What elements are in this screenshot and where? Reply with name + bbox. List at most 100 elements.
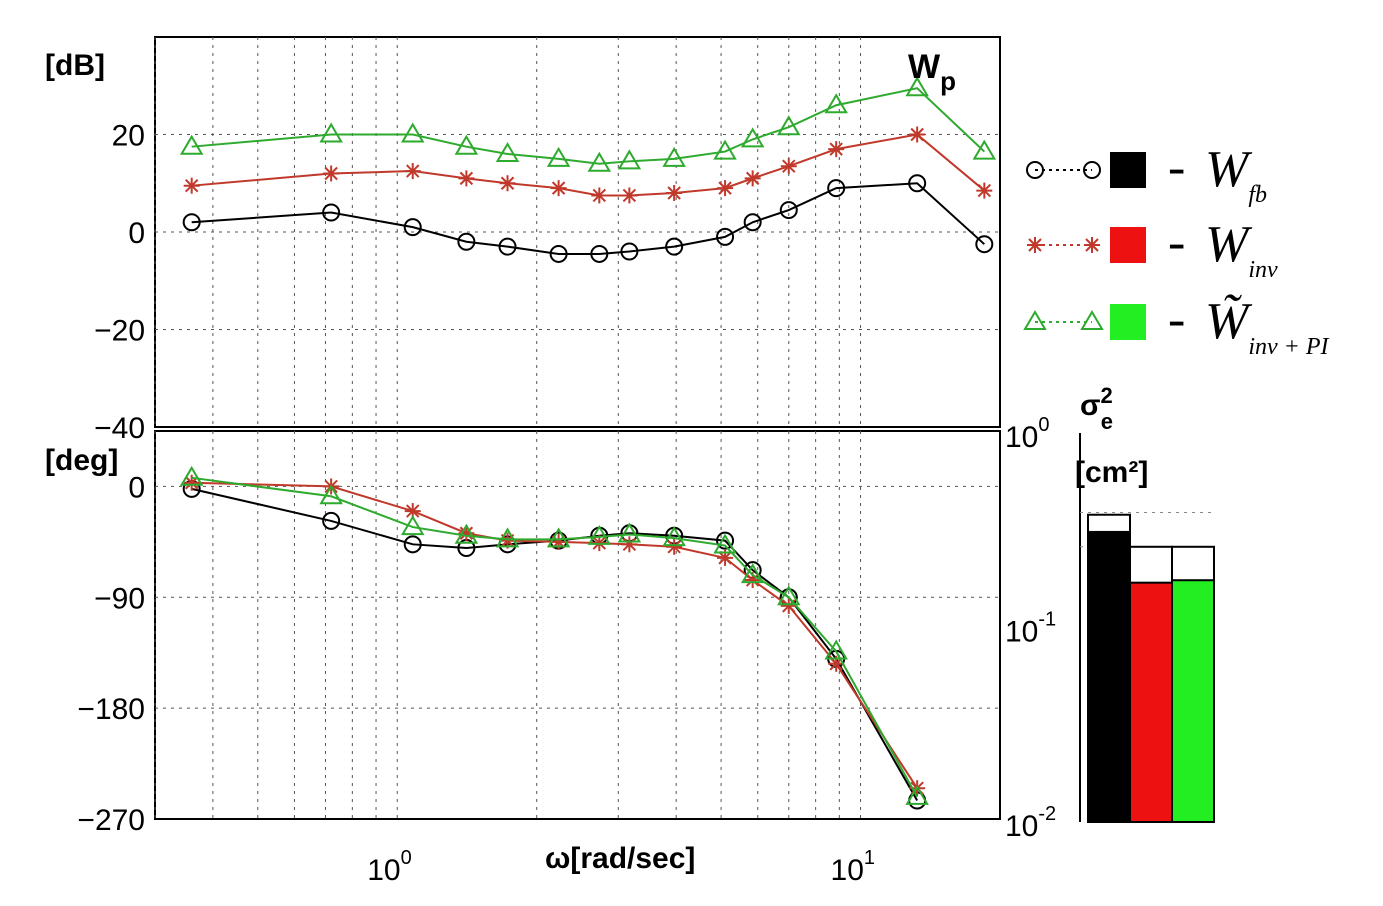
legend-swatch: [1110, 152, 1146, 188]
legend-label: Wfb: [1205, 141, 1267, 208]
y-tick-label: −90: [94, 582, 145, 615]
y-tick-label: 0: [128, 471, 145, 504]
series-line-W_fb: [191, 182, 985, 255]
phase-grid: [154, 431, 1000, 819]
data-point-W_inv: [780, 158, 797, 175]
star-stroke: [184, 178, 199, 193]
magnitude-y-ticks: −40 −20 0 20: [94, 120, 145, 446]
legend-marker-right: [1083, 161, 1101, 179]
magnitude-y-label: [dB]: [45, 49, 105, 82]
frequency-x-label: ω[rad/sec]: [545, 842, 695, 875]
series-line-W_inv+PI: [191, 476, 919, 798]
data-point-W_inv+PI: [587, 524, 612, 545]
variance-bars: [1087, 513, 1215, 824]
variance-title: σ2 e: [1080, 383, 1113, 434]
star-stroke: [592, 188, 607, 203]
data-point-W_inv+PI: [662, 526, 686, 547]
variance-bar-W_fb: [1087, 530, 1131, 824]
data-point-W_inv: [666, 538, 683, 555]
legend-label-sub: inv: [1248, 257, 1278, 283]
magnitude-series: [179, 76, 997, 263]
legend-marker-right: [1080, 310, 1104, 330]
star-stroke: [406, 504, 420, 518]
variance-y-tick-base: 10: [1005, 810, 1038, 843]
star-stroke: [718, 551, 732, 565]
data-point-W_inv+PI: [546, 527, 571, 548]
phase-plot-frame: [154, 430, 1001, 820]
data-point-W_inv+PI: [824, 93, 848, 114]
variance-y-tick-exponent: -1: [1038, 609, 1056, 631]
variance-y-tick-label: 100: [1005, 414, 1050, 454]
legend-label: W̃inv + PI: [1205, 293, 1330, 360]
legend-marker-right: [1084, 237, 1100, 253]
star-stroke: [622, 537, 637, 552]
data-point-W_inv: [591, 187, 608, 204]
star-stroke: [1085, 238, 1099, 252]
data-point-W_inv: [550, 533, 567, 550]
star-stroke: [910, 127, 924, 142]
star-stroke: [667, 540, 681, 554]
series-line-W_inv: [191, 481, 918, 789]
legend-label-sub: fb: [1248, 182, 1267, 208]
phase-panel: −270−180−900 100 101 [deg] ω[rad/sec]: [45, 430, 1001, 887]
data-point-W_inv+PI: [400, 515, 425, 536]
data-point-W_inv: [621, 187, 638, 204]
data-point-W_inv+PI: [179, 465, 204, 486]
data-point-W_inv: [909, 126, 926, 143]
data-point-W_inv: [744, 572, 761, 589]
star-stroke: [1028, 238, 1042, 252]
data-point-W_inv+PI: [617, 522, 642, 543]
x-tick-base: 10: [367, 854, 400, 887]
legend-item-inv: - Winv: [1027, 214, 1278, 283]
legend-label-main: W̃: [1205, 293, 1253, 350]
data-point-W_inv: [323, 165, 340, 182]
data-point-W_inv: [717, 180, 734, 197]
data-point-W_inv+PI: [662, 146, 686, 167]
data-point-W_inv: [183, 177, 200, 194]
data-point-W_inv+PI: [495, 527, 520, 548]
series-line-W_inv+PI: [191, 87, 986, 165]
variance-title-sub: e: [1101, 409, 1113, 434]
star-stroke: [718, 181, 732, 195]
data-point-W_fb: [403, 218, 422, 237]
legend-dash: -: [1168, 139, 1185, 196]
data-point-W_fb: [743, 213, 762, 232]
data-point-W_inv+PI: [617, 149, 642, 170]
y-tick-label: −270: [77, 804, 145, 837]
data-point-W_inv+PI: [777, 115, 801, 136]
legend-label-main: W: [1205, 216, 1253, 273]
data-point-W_inv+PI: [587, 151, 612, 172]
data-point-W_inv+PI: [824, 639, 848, 660]
y-tick-label: −20: [94, 315, 145, 348]
y-tick-label: 20: [112, 120, 145, 153]
data-point-W_inv+PI: [400, 122, 425, 143]
star-stroke: [977, 183, 992, 198]
data-point-W_fb: [975, 235, 994, 254]
data-point-W_inv+PI: [179, 134, 204, 155]
legend-item-fb: - Wfb: [1026, 139, 1267, 208]
data-point-W_fb: [457, 232, 476, 251]
data-point-W_fb: [716, 227, 735, 246]
data-point-W_inv: [780, 597, 797, 614]
magnitude-title-sub: p: [940, 66, 956, 96]
star-stroke: [745, 573, 760, 587]
data-point-W_inv: [744, 170, 761, 187]
legend-dash: -: [1168, 291, 1185, 348]
data-point-W_inv: [666, 185, 683, 201]
data-point-W_inv+PI: [546, 146, 571, 167]
phase-y-label: [deg]: [45, 444, 118, 477]
x-tick-label: 100: [367, 847, 412, 887]
variance-y-tick-base: 10: [1005, 421, 1038, 454]
data-point-W_inv+PI: [454, 523, 479, 544]
data-point-W_fb: [620, 242, 639, 261]
data-point-W_inv: [550, 180, 567, 197]
data-point-W_inv+PI: [319, 122, 343, 143]
y-tick-label: −40: [94, 412, 145, 445]
data-point-W_inv+PI: [454, 134, 479, 155]
phase-y-ticks: −270 −180 −90 0: [77, 471, 145, 837]
star-stroke: [324, 166, 338, 181]
star-stroke: [459, 171, 474, 186]
